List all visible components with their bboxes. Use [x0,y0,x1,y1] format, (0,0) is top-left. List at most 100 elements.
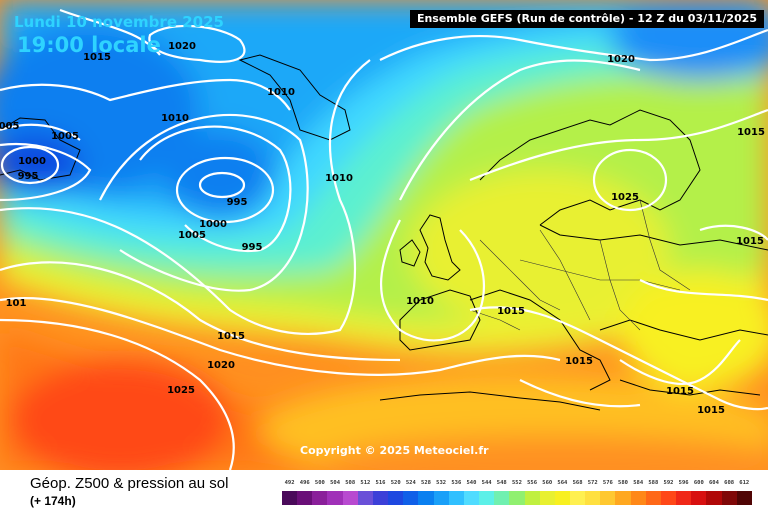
lead-time: (+ 174h) [30,494,76,508]
geopotential-field [0,0,768,470]
legend-color-swatch [615,491,631,505]
pressure-label-995-west: 995 [18,171,39,182]
pressure-label-1015-turkey: 1015 [697,405,725,416]
legend-color-swatch [372,491,389,505]
pressure-label-1020-azores: 1020 [207,360,235,371]
legend-color-swatch [569,491,586,505]
legend-value-label: 608 [724,480,735,486]
legend-value-label: 520 [390,480,401,486]
legend-value-label: 496 [299,480,310,486]
legend-value-label: 584 [633,480,644,486]
legend-swatch-row [282,491,752,505]
legend-value-label: 600 [693,480,704,486]
color-scale-legend: 492 496 500 504 508 512 516 520 524 528 532 536 540 5… [282,478,752,508]
pressure-label-1015-east-north: 1015 [737,127,765,138]
footer-bar: Géop. Z500 & pression au sol (+ 174h) 49… [0,470,768,512]
legend-value-label: 544 [481,480,492,486]
pressure-label-995-low-center: 995 [227,197,248,208]
legend-value-label: 604 [708,480,719,486]
legend-color-swatch [403,491,419,505]
pressure-label-995-low-south: 995 [242,242,263,253]
product-title: Géop. Z500 & pression au sol [30,475,229,492]
legend-color-swatch [463,491,480,505]
legend-color-swatch [600,491,616,505]
legend-value-label: 528 [421,480,431,486]
legend-color-swatch [645,491,661,505]
legend-color-swatch [297,491,313,505]
legend-color-swatch [418,491,434,505]
pressure-label-1025-scandinavia: 1025 [611,192,639,203]
legend-color-swatch [721,491,737,505]
legend-value-label: 524 [405,480,416,486]
legend-value-label: 504 [330,480,341,486]
legend-value-label: 540 [466,480,477,486]
legend-value-label: 564 [557,480,568,486]
legend-value-label: 592 [663,480,674,486]
pressure-label-1005-low: 1005 [178,230,206,241]
legend-color-swatch [327,491,343,505]
legend-color-swatch [706,491,722,505]
pressure-label-1010-atlantic-mid: 1010 [325,173,353,184]
legend-color-swatch [312,491,328,505]
weather-map: 1020 1015 1010 005 1005 1000 995 1010 99… [0,0,768,470]
borders [469,199,691,331]
legend-value-label: 568 [572,480,583,486]
pressure-label-1025-azores: 1025 [167,385,195,396]
legend-color-swatch [585,491,601,505]
legend-value-label: 532 [436,480,447,486]
isobars [0,8,768,470]
legend-value-label: 596 [678,480,689,486]
pressure-label-1005-west-edge: 005 [0,121,19,132]
legend-color-swatch [509,491,525,505]
pressure-label-1010-greenland: 1010 [267,87,295,98]
legend-value-label: 612 [739,480,750,486]
legend-color-swatch [524,491,540,505]
legend-value-label: 560 [542,480,553,486]
pressure-label-1000-west: 1000 [18,156,46,167]
legend-color-swatch [736,491,752,505]
legend-value-label: 572 [587,480,598,486]
legend-color-swatch [342,491,358,505]
legend-value-label: 512 [360,480,371,486]
pressure-label-1005-west: 1005 [51,131,79,142]
forecast-date: Lundi 10 novembre 2025 [14,13,224,31]
legend-value-label: 580 [618,480,628,486]
legend-value-label: 576 [602,480,613,486]
forecast-local-time: 19:00 locale [17,33,161,57]
legend-color-swatch [630,491,646,505]
legend-color-swatch [479,491,495,505]
pressure-label-1015-azores: 1015 [217,331,245,342]
coastlines [0,54,768,411]
pressure-label-1015-nw: 1015 [83,52,111,63]
legend-color-swatch [554,491,570,505]
legend-color-swatch [660,491,677,505]
pressure-label-1015-east-mid: 1015 [736,236,764,247]
legend-value-label: 552 [511,480,522,486]
pressure-label-1000-low: 1000 [199,219,227,230]
legend-value-label: 500 [314,480,325,486]
legend-color-swatch [691,491,707,505]
legend-color-swatch [676,491,692,505]
legend-value-label: 516 [375,480,386,486]
legend-color-swatch [357,491,373,505]
legend-value-row: 492 496 500 504 508 512 516 520 524 528 532 536 540 5… [282,478,752,489]
legend-value-label: 556 [527,480,538,486]
legend-value-label: 508 [345,480,356,486]
legend-color-swatch [388,491,404,505]
pressure-label-1010-atlantic-north: 1010 [161,113,189,124]
model-run-banner: Ensemble GEFS (Run de contrôle) - 12 Z d… [410,10,764,28]
legend-value-label: 548 [496,480,507,486]
legend-color-swatch [282,491,298,505]
pressure-label-1015-balkans: 1015 [565,356,593,367]
isobar-labels: 1020 1015 1010 005 1005 1000 995 1010 99… [0,41,765,416]
pressure-label-1015-alps: 1015 [497,306,525,317]
legend-value-label: 588 [648,480,659,486]
copyright-notice: Copyright © 2025 Meteociel.fr [300,444,489,457]
pressure-label-1010-biscay: 1010 [406,296,434,307]
pressure-label-1015-west-cut: 101 [6,298,27,309]
legend-value-label: 536 [451,480,462,486]
pressure-label-1020-ne: 1020 [607,54,635,65]
legend-value-label: 492 [284,480,295,486]
pressure-label-1020-nw: 1020 [168,41,196,52]
